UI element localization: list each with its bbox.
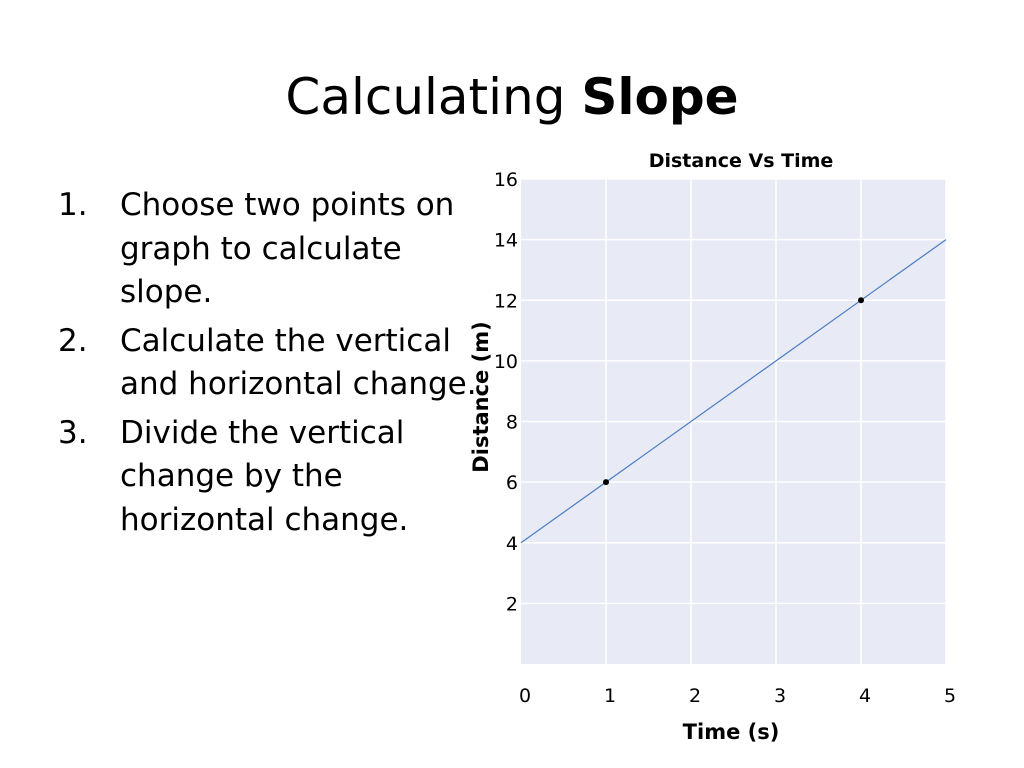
steps-list: 1. Choose two points on graph to calcula…	[58, 184, 478, 547]
slide-title: Calculating Slope	[0, 62, 1024, 132]
x-tick-label: 1	[604, 685, 616, 707]
chart-title: Distance Vs Time	[649, 150, 834, 172]
y-tick-label: 16	[494, 169, 518, 191]
y-tick-label: 4	[506, 533, 518, 555]
x-axis-label: Time (s)	[683, 720, 780, 744]
x-tick-label: 3	[774, 685, 786, 707]
y-tick-label: 2	[506, 593, 518, 615]
step-number: 3.	[58, 414, 88, 451]
x-tick-label: 0	[519, 685, 531, 707]
step-item: 1. Choose two points on graph to calcula…	[58, 184, 478, 315]
step-text: Calculate the vertical and horizontal ch…	[120, 322, 477, 403]
grid	[521, 178, 947, 664]
step-number: 2.	[58, 322, 88, 359]
data-point	[603, 479, 609, 486]
step-text: Choose two points on graph to calculate …	[120, 187, 455, 310]
y-tick-label: 6	[506, 472, 518, 494]
highlighted-points	[603, 297, 864, 486]
step-text: Divide the vertical change by the horizo…	[120, 414, 409, 538]
y-axis-label: Distance (m)	[469, 321, 493, 472]
x-tick-label: 2	[689, 685, 701, 707]
y-tick-label: 10	[494, 351, 518, 373]
x-tick-label: 4	[859, 685, 871, 707]
step-number: 1.	[58, 187, 88, 223]
y-tick-label: 8	[506, 412, 518, 434]
title-regular: Calculating	[285, 68, 582, 126]
y-tick-label: 14	[494, 230, 518, 252]
step-item: 2. Calculate the vertical and horizontal…	[58, 320, 478, 407]
series-line	[520, 239, 947, 544]
series	[520, 239, 947, 544]
step-item: 3. Divide the vertical change by the hor…	[58, 412, 478, 543]
y-tick-label: 12	[494, 290, 518, 312]
x-tick-label: 5	[944, 685, 956, 707]
data-point	[858, 297, 864, 304]
title-bold: Slope	[581, 68, 739, 126]
